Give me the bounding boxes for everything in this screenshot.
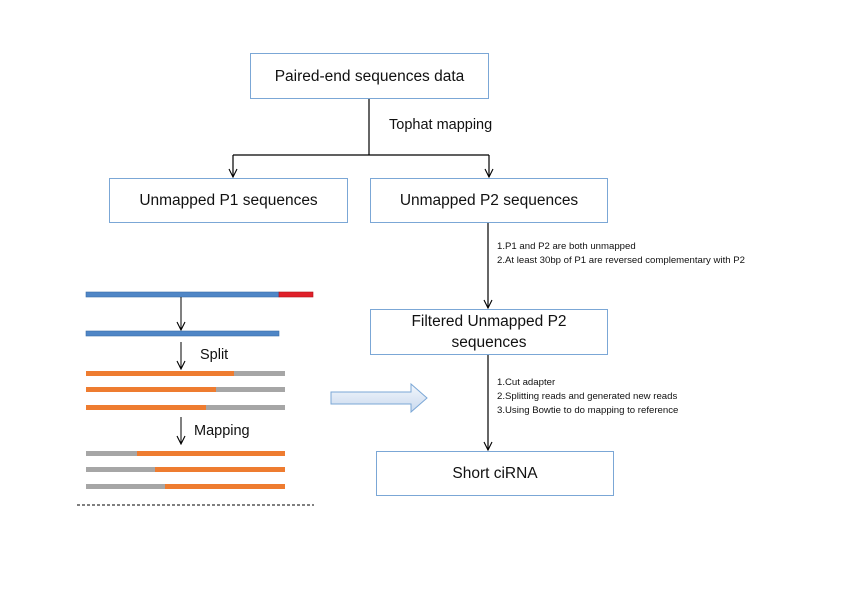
mapped-read-2-orange	[155, 467, 285, 472]
mapped-read-2-grey	[86, 467, 155, 472]
filter-notes: 1.P1 and P2 are both unmapped 2.At least…	[497, 240, 745, 268]
mapped-read-3-orange	[165, 484, 285, 489]
split-read-3-grey	[206, 405, 285, 410]
filter-note-2: 2.At least 30bp of P1 are reversed compl…	[497, 255, 745, 266]
paired-end-box: Paired-end sequences data	[250, 53, 489, 99]
processing-notes: 1.Cut adapter 2.Splitting reads and gene…	[497, 376, 678, 418]
unmapped-p2-box: Unmapped P2 sequences	[370, 178, 608, 223]
read-schematic	[77, 291, 314, 506]
processing-note-2: 2.Splitting reads and generated new read…	[497, 391, 678, 402]
short-cirna-box: Short ciRNA	[376, 451, 614, 496]
split-read-1-orange	[86, 371, 234, 376]
filtered-p2-label: Filtered Unmapped P2 sequences	[411, 313, 567, 351]
mapping-label: Mapping	[194, 423, 250, 439]
split-label: Split	[200, 347, 229, 363]
mapped-read-3-grey	[86, 484, 165, 489]
short-cirna-label: Short ciRNA	[452, 465, 538, 482]
split-read-2-grey	[216, 387, 285, 392]
processing-note-1: 1.Cut adapter	[497, 377, 556, 388]
unmapped-p1-label: Unmapped P1 sequences	[139, 192, 318, 209]
block-arrow	[330, 382, 428, 414]
filter-note-1: 1.P1 and P2 are both unmapped	[497, 241, 636, 252]
adapter-segment	[278, 291, 314, 298]
split-read-1-grey	[234, 371, 285, 376]
read-with-adapter	[85, 291, 280, 298]
paired-end-label: Paired-end sequences data	[274, 67, 465, 85]
split-read-3-orange	[86, 405, 206, 410]
unmapped-p1-box: Unmapped P1 sequences	[109, 178, 348, 223]
split-read-2-orange	[86, 387, 216, 392]
mapped-read-1-grey	[86, 451, 137, 456]
tophat-mapping-label: Tophat mapping	[389, 117, 493, 133]
unmapped-p2-label: Unmapped P2 sequences	[399, 192, 579, 209]
trimmed-read	[85, 330, 280, 337]
mapped-read-1-orange	[137, 451, 285, 456]
processing-note-3: 3.Using Bowtie to do mapping to referenc…	[497, 405, 679, 416]
filtered-p2-box: Filtered Unmapped P2 sequences	[370, 309, 608, 355]
